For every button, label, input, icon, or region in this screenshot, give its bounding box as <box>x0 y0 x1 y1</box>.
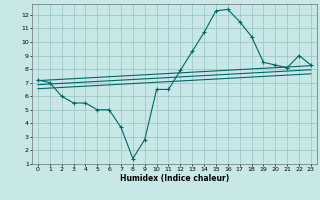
X-axis label: Humidex (Indice chaleur): Humidex (Indice chaleur) <box>120 174 229 183</box>
